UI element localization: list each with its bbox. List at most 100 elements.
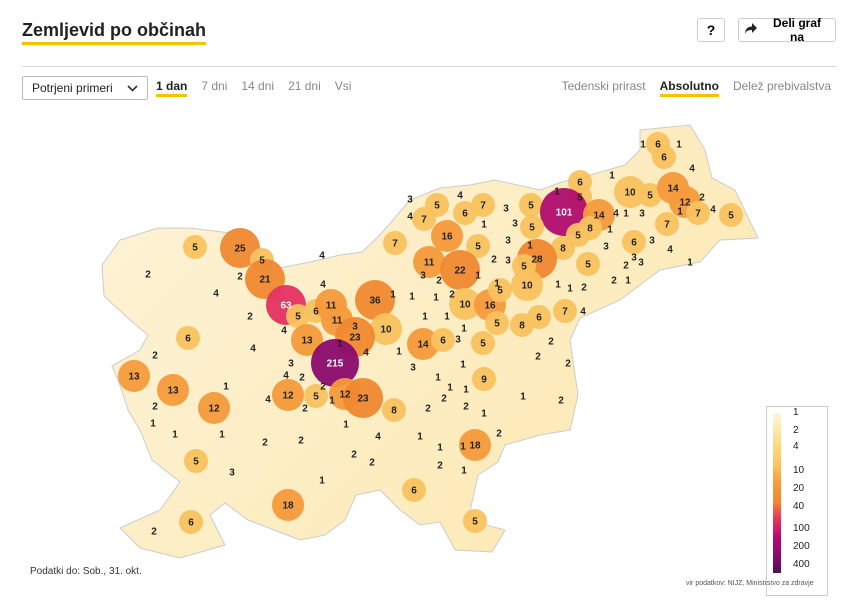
municipality-value[interactable]: 8 (587, 224, 593, 235)
municipality-value[interactable]: 5 (497, 286, 503, 297)
municipality-value[interactable]: 6 (440, 336, 446, 347)
municipality-value[interactable]: 1 (417, 432, 423, 443)
municipality-value[interactable]: 3 (503, 204, 509, 215)
municipality-value[interactable]: 2 (581, 283, 587, 294)
municipality-value[interactable]: 1 (555, 280, 561, 291)
municipality-value[interactable]: 1 (687, 258, 693, 269)
municipality-value[interactable]: 5 (192, 243, 198, 254)
municipality-value[interactable]: 4 (283, 371, 289, 382)
municipality-value[interactable]: 1 (609, 171, 615, 182)
municipality-value[interactable]: 2 (298, 436, 304, 447)
municipality-value[interactable]: 1 (329, 396, 335, 407)
municipality-value[interactable]: 1 (481, 220, 487, 231)
municipality-value[interactable]: 4 (613, 209, 619, 220)
municipality-value[interactable]: 2 (449, 290, 455, 301)
municipality-value[interactable]: 3 (352, 322, 358, 333)
municipality-value[interactable]: 1 (219, 430, 225, 441)
municipality-value[interactable]: 8 (391, 406, 397, 417)
municipality-value[interactable]: 2 (237, 272, 243, 283)
municipality-value[interactable]: 7 (480, 201, 486, 212)
municipality-value[interactable]: 2 (558, 396, 564, 407)
municipality-value[interactable]: 4 (375, 432, 381, 443)
municipality-value[interactable]: 10 (521, 281, 533, 292)
municipality-value[interactable]: 1 (460, 360, 466, 371)
municipality-value[interactable]: 1 (607, 225, 613, 236)
municipality-value[interactable]: 5 (313, 392, 319, 403)
municipality-value[interactable]: 7 (421, 215, 427, 226)
municipality-value[interactable]: 8 (519, 321, 525, 332)
municipality-value[interactable]: 1 (172, 430, 178, 441)
municipality-value[interactable]: 1 (447, 383, 453, 394)
municipality-value[interactable]: 18 (469, 441, 481, 452)
municipality-value[interactable]: 11 (424, 258, 435, 269)
tab-mode-tedenski-prirast[interactable]: Tedenski prirast (561, 79, 646, 93)
municipality-value[interactable]: 1 (343, 420, 349, 431)
municipality-value[interactable]: 2 (535, 352, 541, 363)
municipality-value[interactable]: 1 (409, 292, 415, 303)
municipality-value[interactable]: 2 (152, 402, 158, 413)
municipality-value[interactable]: 4 (667, 245, 673, 256)
municipality-value[interactable]: 5 (480, 339, 486, 350)
municipality-value[interactable]: 2 (611, 276, 617, 287)
municipality-value[interactable]: 4 (281, 326, 287, 337)
municipality-value[interactable]: 7 (695, 209, 701, 220)
municipality-value[interactable]: 2 (463, 402, 469, 413)
tab-mode-absolutno[interactable]: Absolutno (659, 79, 719, 97)
municipality-value[interactable]: 4 (710, 205, 716, 216)
municipality-value[interactable]: 5 (259, 256, 265, 267)
municipality-value[interactable]: 14 (593, 211, 605, 222)
municipality-value[interactable]: 1 (337, 339, 343, 350)
municipality-value[interactable]: 6 (577, 178, 583, 189)
municipality-value[interactable]: 1 (494, 279, 500, 290)
municipality-value[interactable]: 21 (259, 275, 271, 286)
municipality-value[interactable]: 1 (223, 382, 229, 393)
municipality-value[interactable]: 4 (319, 251, 325, 262)
municipality-value[interactable]: 13 (128, 372, 140, 383)
municipality-value[interactable]: 2 (152, 351, 158, 362)
municipality-value[interactable]: 3 (229, 468, 235, 479)
municipality-value[interactable]: 3 (505, 256, 511, 267)
municipality-value[interactable]: 4 (250, 344, 256, 355)
municipality-value[interactable]: 7 (392, 239, 398, 250)
municipality-value[interactable]: 3 (639, 209, 645, 220)
municipality-value[interactable]: 10 (624, 188, 636, 199)
municipality-value[interactable]: 6 (411, 486, 417, 497)
municipality-value[interactable]: 2 (302, 404, 308, 415)
municipality-value[interactable]: 12 (339, 390, 351, 401)
municipality-value[interactable]: 1 (676, 140, 682, 151)
municipality-value[interactable]: 2 (565, 359, 571, 370)
municipality-value[interactable]: 11 (332, 316, 343, 327)
municipality-value[interactable]: 5 (494, 319, 500, 330)
municipality-value[interactable]: 3 (505, 236, 511, 247)
municipality-value[interactable]: 2 (369, 458, 375, 469)
municipality-value[interactable]: 4 (407, 212, 413, 223)
municipality-value[interactable]: 5 (577, 193, 583, 204)
municipality-value[interactable]: 5 (529, 223, 535, 234)
municipality-value[interactable]: 4 (265, 395, 271, 406)
municipality-value[interactable]: 2 (320, 382, 326, 393)
municipality-value[interactable]: 12 (679, 198, 691, 209)
share-button[interactable]: Deli graf na (738, 16, 836, 44)
municipality-value[interactable]: 6 (631, 238, 637, 249)
municipality-value[interactable]: 23 (349, 333, 361, 344)
municipality-value[interactable]: 1 (460, 442, 466, 453)
municipality-value[interactable]: 3 (455, 335, 461, 346)
tab-mode-delez-prebivalstva[interactable]: Delež prebivalstva (732, 79, 831, 93)
municipality-value[interactable]: 3 (410, 363, 416, 374)
municipality-value[interactable]: 25 (234, 244, 246, 255)
municipality-value[interactable]: 13 (167, 386, 179, 397)
municipality-value[interactable]: 6 (655, 140, 661, 151)
municipality-value[interactable]: 2 (247, 312, 253, 323)
municipality-value[interactable]: 2 (425, 404, 431, 415)
municipality-value[interactable]: 2 (262, 438, 268, 449)
municipality-value[interactable]: 16 (484, 301, 496, 312)
municipality-value[interactable]: 4 (580, 307, 586, 318)
municipality-value[interactable]: 1 (435, 373, 441, 384)
municipality-value[interactable]: 5 (575, 231, 581, 242)
municipality-value[interactable]: 8 (560, 244, 566, 255)
tab-period-7-dni[interactable]: 7 dni (201, 79, 228, 93)
municipality-value[interactable]: 28 (531, 255, 543, 266)
municipality-value[interactable]: 2 (145, 270, 151, 281)
municipality-value[interactable]: 5 (475, 242, 481, 253)
municipality-value[interactable]: 6 (462, 209, 468, 220)
